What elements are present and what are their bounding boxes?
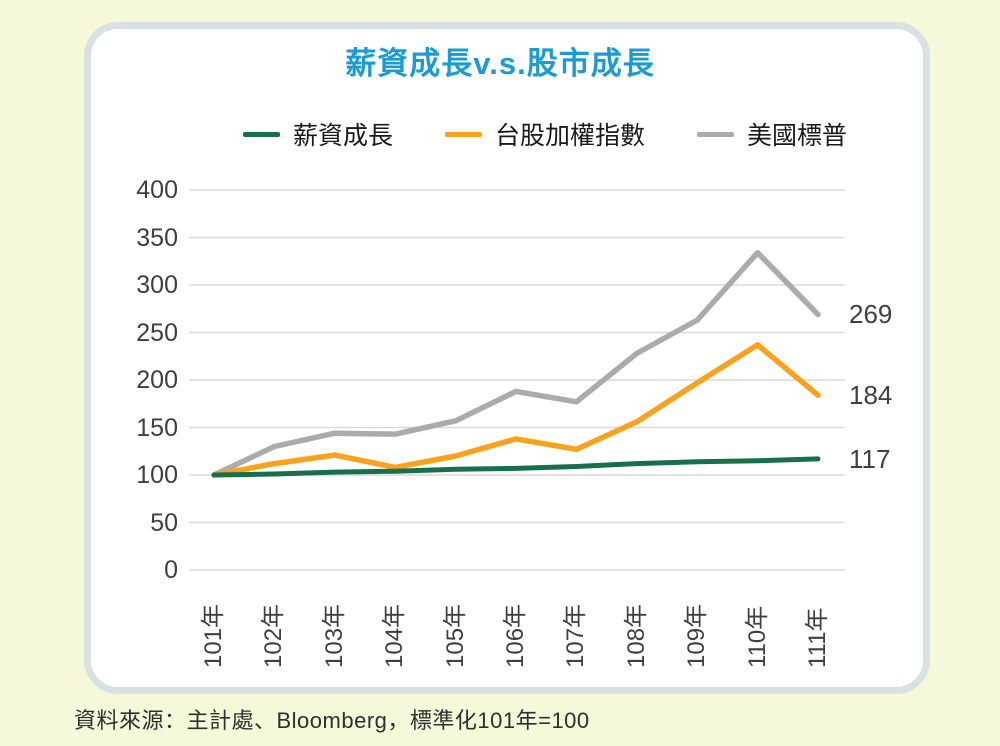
x-tick-label-105年: 105年 <box>441 603 469 668</box>
end-label-美國標普: 269 <box>849 299 893 330</box>
y-tick-label-300: 300 <box>136 271 178 299</box>
source-note: 資料來源：主計處、Bloomberg，標準化101年=100 <box>74 708 590 733</box>
y-tick-label-350: 350 <box>136 223 178 252</box>
legend-item-taiex: 台股加權指數 <box>444 116 645 152</box>
legend-label-sp500: 美國標普 <box>747 122 848 150</box>
x-tick-label-102年: 102年 <box>260 603 288 668</box>
x-tick-label-103年: 103年 <box>320 603 348 668</box>
x-tick-label-104年: 104年 <box>381 603 409 668</box>
sp500-line-swatch-icon <box>697 131 734 137</box>
end-label-台股加權指數: 184 <box>849 380 893 411</box>
x-tick-label-101年: 101年 <box>200 603 227 668</box>
wage-line-swatch-icon <box>242 131 280 137</box>
x-tick-label-109年: 109年 <box>683 603 711 668</box>
y-tick-label-200: 200 <box>136 366 178 394</box>
legend-item-sp500: 美國標普 <box>697 116 847 152</box>
chart-title: 薪資成長v.s.股市成長 <box>345 46 655 81</box>
end-label-薪資成長: 117 <box>849 443 891 474</box>
x-tick-label-110年: 110年 <box>743 605 771 668</box>
x-tick-label-106年: 106年 <box>502 603 529 668</box>
x-tick-label-111年: 111年 <box>804 607 831 668</box>
y-tick-label-100: 100 <box>136 461 178 489</box>
legend-item-wage: 薪資成長 <box>242 116 393 152</box>
y-tick-label-0: 0 <box>164 556 178 584</box>
x-tick-label-108年: 108年 <box>622 603 650 668</box>
y-tick-label-50: 50 <box>150 508 178 537</box>
chart-legend: 薪資成長 台股加權指數 美國標普 <box>45 116 1000 152</box>
y-tick-label-150: 150 <box>136 413 178 442</box>
x-tick-label-107年: 107年 <box>562 603 590 668</box>
y-tick-label-250: 250 <box>136 318 178 347</box>
legend-label-wage: 薪資成長 <box>292 122 393 150</box>
y-tick-label-400: 400 <box>136 176 178 204</box>
legend-label-taiex: 台股加權指數 <box>494 122 645 150</box>
taiex-line-swatch-icon <box>444 131 482 137</box>
